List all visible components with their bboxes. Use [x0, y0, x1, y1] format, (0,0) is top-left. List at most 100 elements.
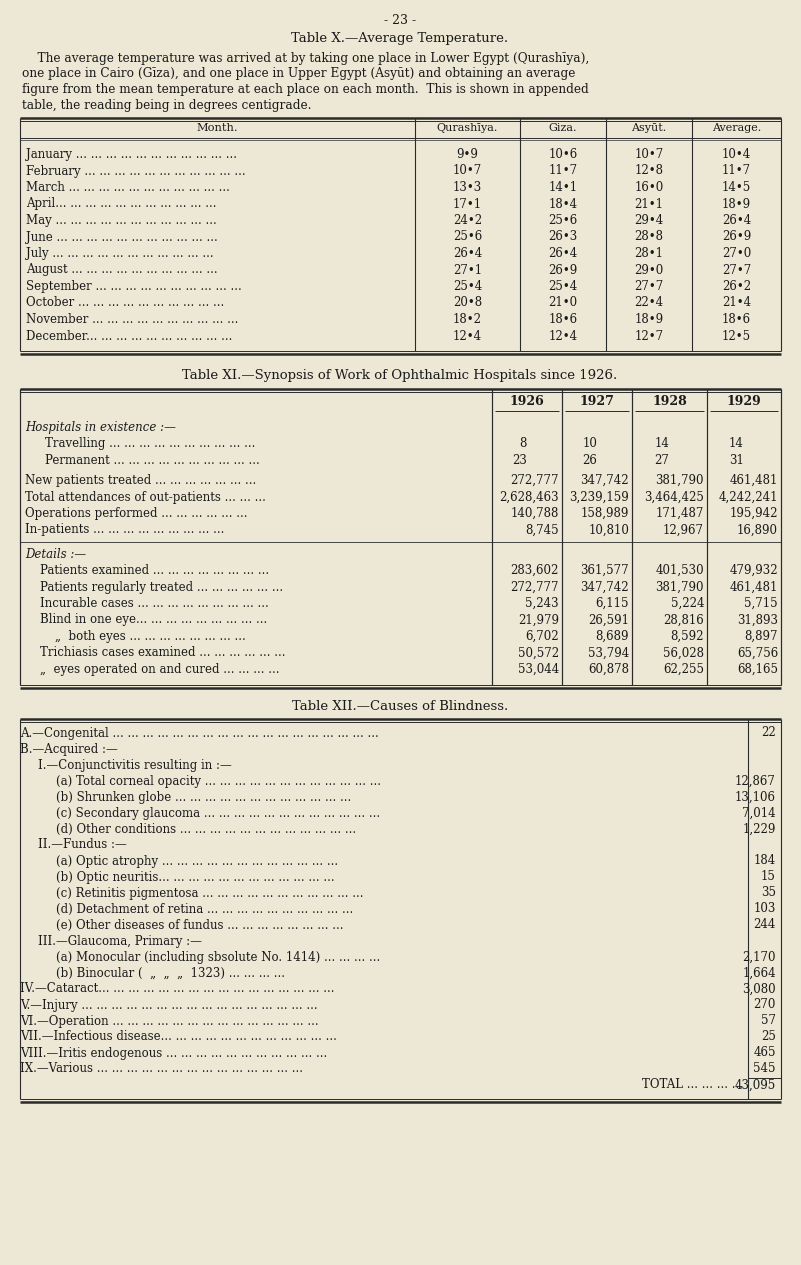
Text: 5,715: 5,715	[744, 597, 778, 610]
Text: 272,777: 272,777	[510, 581, 559, 593]
Text: - 23 -: - 23 -	[384, 14, 416, 27]
Text: 5,243: 5,243	[525, 597, 559, 610]
Text: 18•9: 18•9	[634, 312, 663, 326]
Text: 21,979: 21,979	[518, 614, 559, 626]
Text: 26•4: 26•4	[722, 214, 751, 226]
Text: 13,106: 13,106	[735, 791, 776, 803]
Text: 17•1: 17•1	[453, 197, 482, 210]
Text: June ... ... ... ... ... ... ... ... ... ... ...: June ... ... ... ... ... ... ... ... ...…	[26, 230, 218, 243]
Text: 43,095: 43,095	[735, 1079, 776, 1092]
Text: (a) Monocular (including sbsolute No. 1414) ... ... ... ...: (a) Monocular (including sbsolute No. 14…	[56, 950, 380, 964]
Text: 270: 270	[754, 998, 776, 1012]
Text: 27•0: 27•0	[722, 247, 751, 261]
Text: (b) Shrunken globe ... ... ... ... ... ... ... ... ... ... ... ...: (b) Shrunken globe ... ... ... ... ... .…	[56, 791, 352, 803]
Text: II.—Fundus :—: II.—Fundus :—	[38, 839, 127, 851]
Text: In-patients ... ... ... ... ... ... ... ... ...: In-patients ... ... ... ... ... ... ... …	[25, 524, 224, 536]
Text: The average temperature was arrived at by taking one place in Lower Egypt (Quras: The average temperature was arrived at b…	[22, 52, 590, 65]
Text: 27•7: 27•7	[722, 263, 751, 277]
Text: 18•6: 18•6	[722, 312, 751, 326]
Text: 381,790: 381,790	[655, 474, 704, 487]
Text: 12•7: 12•7	[634, 329, 663, 343]
Text: „  both eyes ... ... ... ... ... ... ... ...: „ both eyes ... ... ... ... ... ... ... …	[25, 630, 246, 643]
Text: 103: 103	[754, 902, 776, 916]
Text: Qurashīya.: Qurashīya.	[437, 123, 498, 133]
Text: 31: 31	[729, 453, 744, 467]
Text: 1929: 1929	[727, 395, 762, 409]
Text: (b) Optic neuritis... ... ... ... ... ... ... ... ... ... ... ...: (b) Optic neuritis... ... ... ... ... ..…	[56, 870, 335, 883]
Text: 1928: 1928	[652, 395, 687, 409]
Text: December... ... ... ... ... ... ... ... ... ...: December... ... ... ... ... ... ... ... …	[26, 329, 232, 343]
Text: 14: 14	[654, 436, 670, 450]
Text: „  eyes operated on and cured ... ... ... ...: „ eyes operated on and cured ... ... ...…	[25, 663, 280, 676]
Text: 347,742: 347,742	[581, 581, 629, 593]
Text: 3,080: 3,080	[743, 983, 776, 996]
Text: 8,897: 8,897	[744, 630, 778, 643]
Text: 15: 15	[761, 870, 776, 883]
Text: 12•4: 12•4	[453, 329, 482, 343]
Text: 9•9: 9•9	[457, 148, 478, 161]
Text: Average.: Average.	[712, 123, 761, 133]
Text: 10•7: 10•7	[453, 164, 482, 177]
Text: August ... ... ... ... ... ... ... ... ... ...: August ... ... ... ... ... ... ... ... .…	[26, 263, 218, 277]
Text: 4,242,241: 4,242,241	[718, 491, 778, 503]
Text: V.—Injury ... ... ... ... ... ... ... ... ... ... ... ... ... ... ... ...: V.—Injury ... ... ... ... ... ... ... ..…	[20, 998, 318, 1012]
Text: 31,893: 31,893	[737, 614, 778, 626]
Text: Operations performed ... ... ... ... ... ...: Operations performed ... ... ... ... ...…	[25, 507, 248, 520]
Text: February ... ... ... ... ... ... ... ... ... ... ...: February ... ... ... ... ... ... ... ...…	[26, 164, 246, 177]
Text: Table XI.—Synopsis of Work of Ophthalmic Hospitals since 1926.: Table XI.—Synopsis of Work of Ophthalmic…	[183, 369, 618, 382]
Text: 14•1: 14•1	[549, 181, 578, 194]
Text: 65,756: 65,756	[737, 646, 778, 659]
Text: 57: 57	[761, 1015, 776, 1027]
Text: March ... ... ... ... ... ... ... ... ... ... ...: March ... ... ... ... ... ... ... ... ..…	[26, 181, 230, 194]
Text: 10•7: 10•7	[634, 148, 663, 161]
Text: 171,487: 171,487	[656, 507, 704, 520]
Text: 7,014: 7,014	[743, 807, 776, 820]
Text: 11•7: 11•7	[549, 164, 578, 177]
Text: 18•6: 18•6	[549, 312, 578, 326]
Text: figure from the mean temperature at each place on each month.  This is shown in : figure from the mean temperature at each…	[22, 83, 589, 96]
Text: VI.—Operation ... ... ... ... ... ... ... ... ... ... ... ... ... ...: VI.—Operation ... ... ... ... ... ... ..…	[20, 1015, 319, 1027]
Text: November ... ... ... ... ... ... ... ... ... ...: November ... ... ... ... ... ... ... ...…	[26, 312, 239, 326]
Text: July ... ... ... ... ... ... ... ... ... ... ...: July ... ... ... ... ... ... ... ... ...…	[26, 247, 214, 261]
Text: 27: 27	[654, 453, 670, 467]
Text: 545: 545	[754, 1063, 776, 1075]
Text: Permanent ... ... ... ... ... ... ... ... ... ...: Permanent ... ... ... ... ... ... ... ..…	[45, 453, 260, 467]
Text: 25•6: 25•6	[549, 214, 578, 226]
Text: TOTAL ... ... ... ...: TOTAL ... ... ... ...	[642, 1079, 743, 1092]
Text: Patients examined ... ... ... ... ... ... ... ...: Patients examined ... ... ... ... ... ..…	[25, 564, 269, 577]
Text: 29•4: 29•4	[634, 214, 663, 226]
Text: 184: 184	[754, 854, 776, 868]
Text: 10: 10	[582, 436, 597, 450]
Text: 8: 8	[520, 436, 527, 450]
Text: 68,165: 68,165	[737, 663, 778, 676]
Text: 25•4: 25•4	[453, 280, 482, 293]
Text: 1,229: 1,229	[743, 822, 776, 835]
Text: 2,628,463: 2,628,463	[499, 491, 559, 503]
Text: 283,602: 283,602	[510, 564, 559, 577]
Text: (b) Binocular (  „  „  „  1323) ... ... ... ...: (b) Binocular ( „ „ „ 1323) ... ... ... …	[56, 966, 285, 979]
Text: 8,689: 8,689	[595, 630, 629, 643]
Text: 35: 35	[761, 887, 776, 899]
Text: Table XII.—Causes of Blindness.: Table XII.—Causes of Blindness.	[292, 701, 508, 713]
Text: New patients treated ... ... ... ... ... ... ...: New patients treated ... ... ... ... ...…	[25, 474, 256, 487]
Text: (c) Secondary glaucoma ... ... ... ... ... ... ... ... ... ... ... ...: (c) Secondary glaucoma ... ... ... ... .…	[56, 807, 380, 820]
Text: 13•3: 13•3	[453, 181, 482, 194]
Text: 10•4: 10•4	[722, 148, 751, 161]
Text: 244: 244	[754, 918, 776, 931]
Text: 26•9: 26•9	[722, 230, 751, 243]
Text: 10•6: 10•6	[549, 148, 578, 161]
Text: 26•4: 26•4	[453, 247, 482, 261]
Text: (c) Retinitis pigmentosa ... ... ... ... ... ... ... ... ... ... ...: (c) Retinitis pigmentosa ... ... ... ...…	[56, 887, 364, 899]
Text: Incurable cases ... ... ... ... ... ... ... ... ...: Incurable cases ... ... ... ... ... ... …	[25, 597, 269, 610]
Text: April... ... ... ... ... ... ... ... ... ... ...: April... ... ... ... ... ... ... ... ...…	[26, 197, 216, 210]
Text: Details :—: Details :—	[25, 548, 87, 560]
Text: 2,170: 2,170	[743, 950, 776, 964]
Text: 53,044: 53,044	[517, 663, 559, 676]
Text: 26,591: 26,591	[588, 614, 629, 626]
Text: 25: 25	[761, 1031, 776, 1044]
Text: 381,790: 381,790	[655, 581, 704, 593]
Text: Travelling ... ... ... ... ... ... ... ... ... ...: Travelling ... ... ... ... ... ... ... .…	[45, 436, 256, 450]
Text: Asyūt.: Asyūt.	[631, 123, 666, 133]
Text: January ... ... ... ... ... ... ... ... ... ... ...: January ... ... ... ... ... ... ... ... …	[26, 148, 237, 161]
Text: 53,794: 53,794	[588, 646, 629, 659]
